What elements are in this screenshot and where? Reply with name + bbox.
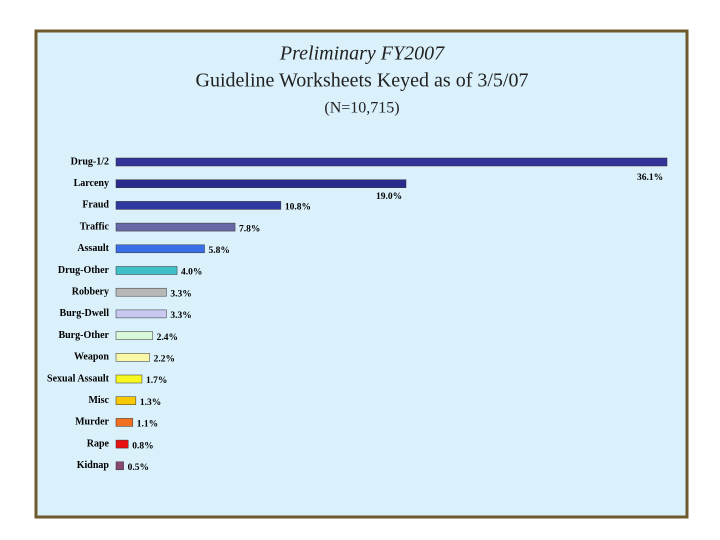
chart-title: Preliminary FY2007 xyxy=(279,43,445,65)
bar xyxy=(115,287,167,297)
category-label: Burg-Dwell xyxy=(60,308,110,319)
value-label: 1.7% xyxy=(146,376,167,386)
value-label: 10.8% xyxy=(285,203,311,213)
value-label: 0.8% xyxy=(132,441,153,451)
value-label: 7.8% xyxy=(239,224,260,234)
value-label: 2.2% xyxy=(154,354,175,364)
chart-annotation: (N=10,715) xyxy=(324,100,399,117)
bar xyxy=(115,396,137,405)
category-label: Larceny xyxy=(74,178,109,189)
bar xyxy=(115,201,282,210)
category-label: Rape xyxy=(87,438,110,449)
bar xyxy=(115,461,124,471)
category-label: Kidnap xyxy=(77,460,110,471)
category-label: Sexual Assault xyxy=(47,373,110,384)
bar xyxy=(115,374,143,384)
value-label: 3.3% xyxy=(170,289,191,299)
value-label: 36.1% xyxy=(637,173,663,183)
bar xyxy=(115,157,668,167)
bar xyxy=(115,353,150,362)
category-label: Misc xyxy=(88,395,109,406)
value-label: 1.3% xyxy=(140,398,161,408)
bar xyxy=(115,331,153,340)
category-label: Weapon xyxy=(74,352,109,363)
category-label: Burg-Other xyxy=(58,330,109,341)
bar xyxy=(115,439,129,449)
bar xyxy=(115,222,236,232)
bar xyxy=(115,309,167,319)
category-label: Assault xyxy=(77,243,109,254)
value-label: 19.0% xyxy=(376,192,402,202)
value-label: 3.3% xyxy=(170,311,191,321)
value-label: 5.8% xyxy=(209,246,230,256)
category-label: Traffic xyxy=(80,221,110,232)
bar xyxy=(115,266,178,275)
value-label: 2.4% xyxy=(157,333,178,343)
chart-subtitle: Guideline Worksheets Keyed as of 3/5/07 xyxy=(196,70,529,92)
value-label: 0.5% xyxy=(128,463,149,473)
category-label: Robbery xyxy=(72,286,109,297)
bar xyxy=(115,418,134,427)
bar xyxy=(115,244,205,254)
value-label: 1.1% xyxy=(137,420,158,430)
category-label: Murder xyxy=(75,417,109,428)
bar xyxy=(115,179,407,188)
value-label: 4.0% xyxy=(181,268,202,278)
category-label: Drug-Other xyxy=(58,265,110,276)
category-label: Drug-1/2 xyxy=(71,156,109,167)
category-label: Fraud xyxy=(82,200,109,211)
